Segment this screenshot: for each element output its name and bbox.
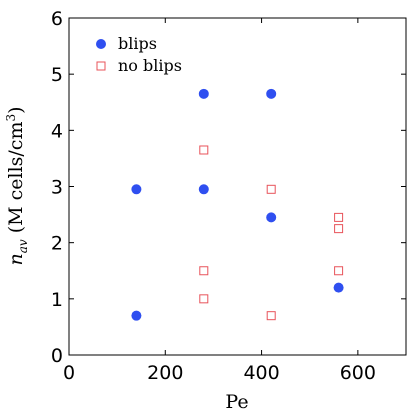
legend-no-blips-marker — [96, 61, 106, 71]
x-tick-label: 400 — [243, 362, 279, 384]
blips-point — [131, 184, 142, 195]
y-tick-label: 5 — [51, 64, 63, 86]
y-tick-label: 0 — [51, 345, 63, 367]
no-blips-point — [199, 294, 209, 304]
no-blips-point — [334, 266, 344, 276]
blips-point — [266, 88, 277, 99]
y-tick-label: 4 — [51, 120, 63, 142]
ticks-layer: 0 200 400 600 0 1 2 3 4 5 6 — [51, 8, 406, 384]
no-blips-point — [334, 224, 344, 234]
y-tick-label: 2 — [51, 233, 63, 255]
y-tick-label: 6 — [51, 8, 63, 30]
legend-blips-marker — [96, 39, 106, 49]
no-blips-point — [199, 145, 209, 155]
blips-point — [131, 310, 142, 321]
x-tick-label: 0 — [63, 362, 75, 384]
blips-point — [333, 282, 344, 293]
blips-point — [198, 88, 209, 99]
points-layer — [131, 88, 344, 321]
x-tick-label: 200 — [147, 362, 183, 384]
x-tick-label: 600 — [340, 362, 376, 384]
x-axis-title: Pe — [225, 391, 248, 413]
legend-label: no blips — [118, 56, 182, 75]
no-blips-point — [266, 184, 276, 194]
blips-point — [198, 184, 209, 195]
no-blips-point — [266, 311, 276, 321]
no-blips-point — [334, 212, 344, 222]
legend: blips no blips — [96, 34, 182, 75]
y-tick-label: 3 — [51, 177, 63, 199]
no-blips-point — [199, 266, 209, 276]
blips-point — [266, 212, 277, 223]
y-tick-label: 1 — [51, 289, 63, 311]
legend-label: blips — [118, 34, 157, 53]
y-axis-title: nav (M cells/cm3) — [4, 106, 30, 265]
